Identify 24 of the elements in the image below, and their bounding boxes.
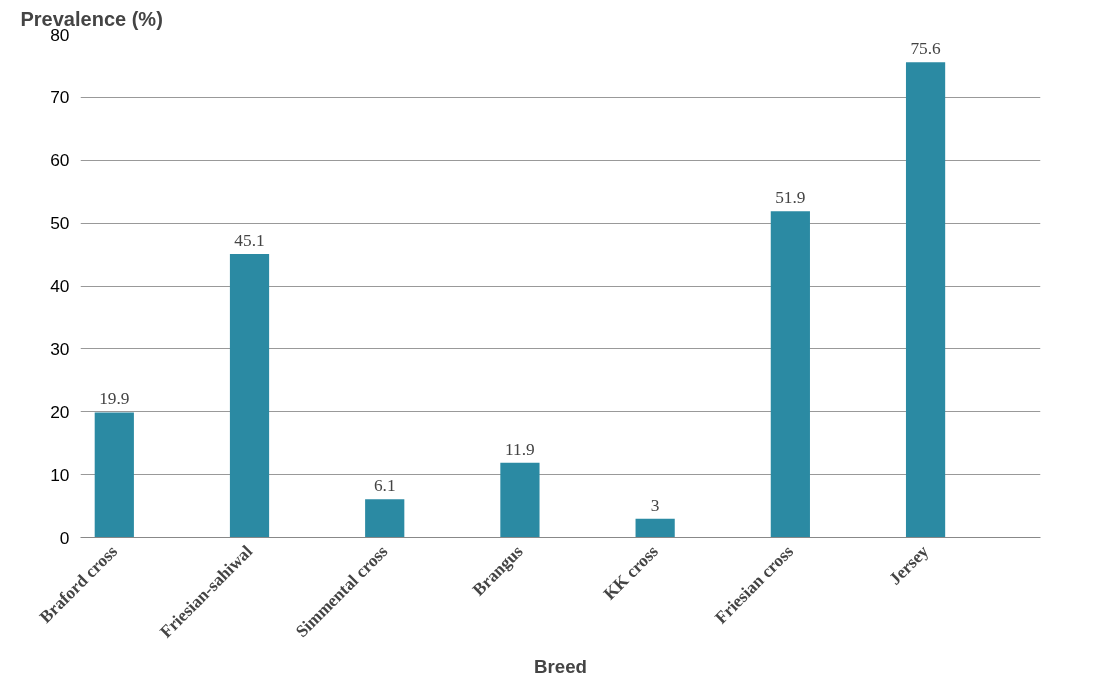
y-tick-label: 20 xyxy=(50,401,70,422)
y-tick-label: 50 xyxy=(50,213,70,234)
bar xyxy=(770,211,810,538)
bar xyxy=(229,253,270,538)
y-tick-label: 40 xyxy=(50,276,70,296)
data-label: 45.1 xyxy=(234,230,265,250)
data-label: 19.9 xyxy=(99,389,130,409)
data-label: 11.9 xyxy=(505,439,535,459)
y-axis-title: Prevalence (%) xyxy=(20,7,163,30)
data-label: 75.6 xyxy=(910,39,942,59)
y-tick-label: 60 xyxy=(50,150,70,171)
bar xyxy=(500,462,540,538)
bar xyxy=(365,499,405,538)
y-tick-label: 70 xyxy=(50,87,70,108)
y-tick-label: 10 xyxy=(50,464,70,485)
bar xyxy=(635,518,675,538)
data-label: 51.9 xyxy=(775,188,806,208)
y-tick-label: 0 xyxy=(59,527,70,548)
bar xyxy=(905,62,946,538)
data-label: 6.1 xyxy=(373,476,396,496)
y-tick-label: 30 xyxy=(50,338,70,359)
data-label: 3 xyxy=(650,495,660,515)
x-axis-title: Breed xyxy=(534,656,587,678)
bar xyxy=(94,412,134,538)
